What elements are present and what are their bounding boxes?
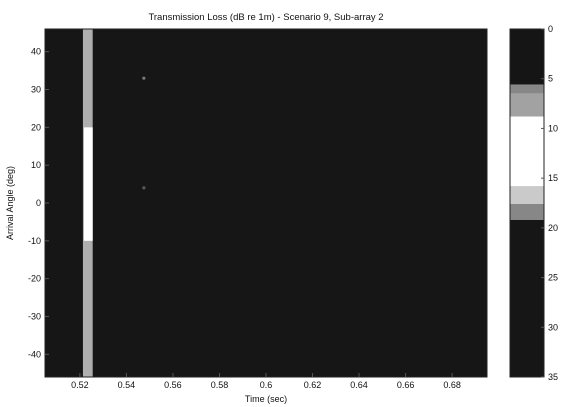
colorbar-tick-label: 20 <box>548 223 558 233</box>
heatmap-layer <box>82 29 146 377</box>
colorbar-tick-label: 5 <box>548 74 553 84</box>
highlight-point-1 <box>142 76 146 80</box>
colorbar-tick-label: 10 <box>548 123 558 133</box>
colorbar-tick-label: 15 <box>548 173 558 183</box>
colorbar-band <box>510 84 544 94</box>
x-tick-label: 0.56 <box>164 380 182 390</box>
colorbar-band <box>510 186 544 204</box>
x-tick-label: 0.64 <box>350 380 368 390</box>
x-tick-label: 0.52 <box>71 380 89 390</box>
y-tick-label: 20 <box>31 122 41 132</box>
x-tick-label: 0.68 <box>443 380 461 390</box>
colorbar-tick-label: 35 <box>548 372 558 382</box>
colorbar <box>509 28 545 378</box>
colorbar-frame <box>509 28 545 378</box>
x-tick-label: 0.58 <box>211 380 229 390</box>
x-tick-label: 0.62 <box>304 380 322 390</box>
bright-arrival-band-core <box>83 127 93 241</box>
plot-area <box>45 29 487 377</box>
y-tick-label: 0 <box>36 198 41 208</box>
y-axis-ticks: 40 30 20 10 0 -10 -20 -30 -40 <box>28 47 49 359</box>
y-tick-label: 10 <box>31 160 41 170</box>
colorbar-tick-label: 0 <box>548 24 553 34</box>
colorbar-tick-label: 30 <box>548 322 558 332</box>
colorbar-band <box>510 219 544 377</box>
colorbar-band <box>510 29 544 85</box>
chart-title: Transmission Loss (dB re 1m) - Scenario … <box>148 12 383 23</box>
colorbar-band <box>510 93 544 117</box>
y-tick-label: 40 <box>31 47 41 57</box>
x-tick-label: 0.6 <box>260 380 273 390</box>
colorbar-tick-label: 25 <box>548 273 558 283</box>
y-tick-label: -20 <box>28 274 41 284</box>
y-tick-label: -40 <box>28 349 41 359</box>
x-axis-label: Time (sec) <box>245 394 287 404</box>
highlight-point-2 <box>142 186 146 190</box>
colorbar-ticks: 0 5 10 15 20 25 30 35 <box>541 24 558 382</box>
y-tick-label: -30 <box>28 311 41 321</box>
colorbar-band <box>510 203 544 220</box>
colorbar-band <box>510 116 544 187</box>
x-axis-ticks: 0.52 0.54 0.56 0.58 0.6 0.62 0.64 0.66 0.68 <box>71 373 461 390</box>
y-tick-label: 30 <box>31 85 41 95</box>
y-axis-label: Arrival Angle (deg) <box>5 166 15 240</box>
y-tick-label: -10 <box>28 236 41 246</box>
x-tick-label: 0.66 <box>397 380 415 390</box>
x-tick-label: 0.54 <box>118 380 136 390</box>
